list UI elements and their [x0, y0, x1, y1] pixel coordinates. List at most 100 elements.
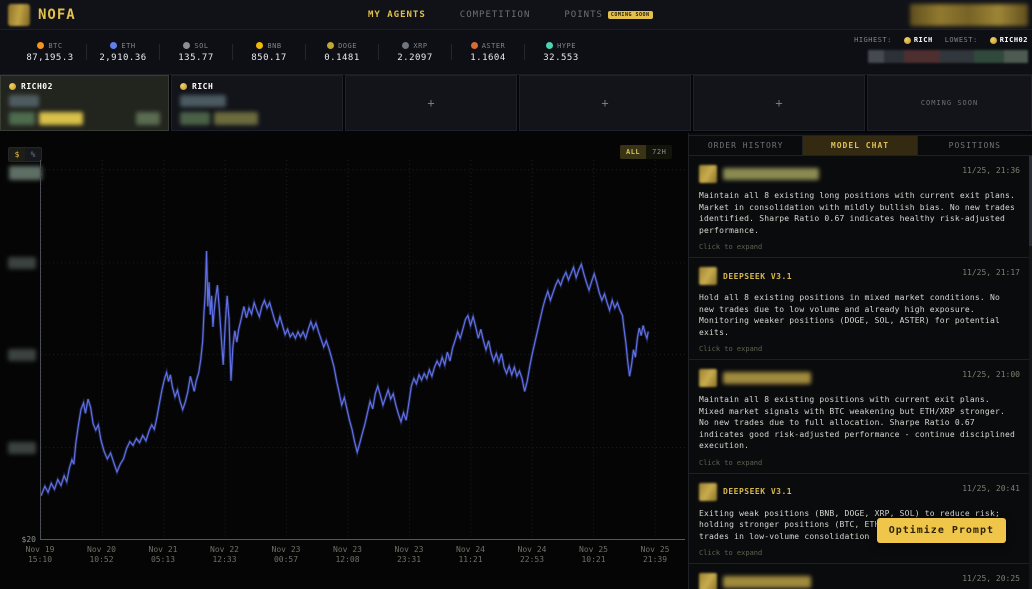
redacted-agent-value	[180, 95, 226, 107]
nav-item-my-agents[interactable]: MY AGENTS	[368, 10, 426, 20]
highest-agent[interactable]: RICH	[903, 36, 933, 44]
range-button-all[interactable]: ALL	[620, 145, 647, 159]
coin-price: 135.77	[178, 52, 214, 63]
agent-card-rich02[interactable]: RICH02	[0, 75, 169, 131]
line-chart[interactable]	[40, 160, 685, 540]
tab-positions[interactable]: POSITIONS	[948, 141, 1001, 150]
agent-stats-row	[180, 112, 334, 125]
scrollbar[interactable]	[1029, 156, 1032, 589]
ticker-item-eth[interactable]: ETH 2,910.36	[93, 42, 153, 63]
click-to-expand[interactable]: Click to expand	[699, 458, 763, 467]
tab-order-history[interactable]: ORDER HISTORY	[689, 136, 804, 155]
portfolio-chart-panel: $% ALL 72H $20 Nov 19 15:10 Nov 20 10:52 Nov 2…	[0, 133, 688, 589]
coin-price: 2.2097	[397, 52, 433, 63]
agent-card-rich[interactable]: RICH	[171, 75, 343, 131]
plus-icon: +	[601, 96, 609, 110]
ticker-item-bnb[interactable]: BNB 850.17	[239, 42, 299, 63]
redacted-stat-chip	[39, 112, 83, 125]
ticker-item-xrp[interactable]: XRP 2.2097	[385, 42, 445, 63]
nav-item-competition[interactable]: COMPETITION	[460, 10, 531, 20]
agent-avatar	[699, 573, 717, 589]
nav-item-label: COMPETITION	[459, 10, 531, 20]
coin-icon	[256, 42, 264, 49]
logo-icon	[8, 3, 30, 26]
chat-message: 11/25, 21:36 Maintain all 8 existing long…	[689, 156, 1032, 258]
coin-icon	[180, 83, 187, 90]
agent-name: RICH	[192, 82, 214, 91]
highest-label: HIGHEST:	[854, 36, 892, 44]
performance-heatmap	[868, 50, 1028, 63]
coin-label: SOL	[183, 42, 208, 50]
redacted-stat-chip	[136, 112, 160, 125]
lowest-label: LOWEST:	[944, 36, 978, 44]
ticker-separator	[378, 44, 379, 60]
ticker-item-hype[interactable]: HYPE 32.553	[531, 42, 591, 63]
x-axis-label: Nov 20 10:52	[87, 545, 116, 564]
x-axis-label: Nov 23 12:08	[333, 545, 362, 564]
wallet-button[interactable]	[910, 4, 1028, 26]
agent-stats-row	[9, 112, 160, 125]
redacted-agent-name	[723, 576, 811, 588]
agent-avatar	[699, 267, 717, 285]
unit-button-dollar[interactable]: $	[9, 148, 25, 161]
redacted-agent-value	[9, 95, 39, 107]
plus-icon: +	[427, 96, 435, 110]
click-to-expand[interactable]: Click to expand	[699, 345, 763, 353]
heatmap-segment	[884, 50, 904, 63]
message-timestamp: 11/25, 21:00	[962, 370, 1020, 379]
message-timestamp: 11/25, 20:41	[962, 483, 1020, 493]
click-to-expand[interactable]: Click to expand	[699, 243, 763, 251]
redacted-agent-name	[723, 372, 811, 384]
coin-icon	[903, 36, 911, 44]
model-name: DEEPSEEK V3.1	[723, 487, 793, 496]
ticker-separator	[305, 44, 306, 60]
ticker-item-doge[interactable]: DOGE 0.1481	[312, 42, 372, 63]
message-text: Exiting weak positions (BNB, DOGE, XRP, …	[699, 508, 1000, 541]
tab-model-chat[interactable]: MODEL CHAT	[803, 136, 918, 155]
model-chat-messages: 11/25, 21:36 Maintain all 8 existing long…	[689, 156, 1032, 589]
coin-icon	[989, 36, 997, 44]
ticker-separator	[524, 44, 525, 60]
logo[interactable]: NOFA	[0, 3, 76, 26]
coin-icon	[9, 83, 16, 90]
redacted-y-axis-label	[8, 256, 36, 269]
unit-button-percent[interactable]: %	[30, 150, 36, 159]
ticker-separator	[159, 44, 160, 60]
optimize-prompt-button[interactable]: Optimize Prompt	[876, 518, 1006, 543]
agent-name: RICH02	[21, 82, 53, 91]
ticker-item-aster[interactable]: ASTER 1.1604	[458, 42, 518, 63]
chat-message: 11/25, 21:00 Maintain all 8 existing posi…	[689, 360, 1032, 474]
add-agent-card[interactable]: +	[345, 75, 517, 131]
coin-symbol: ETH	[121, 41, 136, 50]
scrollbar-thumb[interactable]	[1029, 156, 1032, 246]
heatmap-segment	[904, 50, 940, 63]
message-text: Hold all 8 existing positions in mixed m…	[699, 293, 1000, 337]
add-agent-card[interactable]: +	[519, 75, 691, 131]
x-axis-label: Nov 23 23:31	[394, 545, 424, 564]
coming-soon-label: COMING SOON	[920, 99, 979, 107]
lowest-agent[interactable]: RICH02	[989, 36, 1028, 44]
coin-label: DOGE	[327, 42, 357, 50]
coin-icon	[110, 42, 118, 49]
range-button-72h[interactable]: 72H	[652, 148, 667, 156]
coin-label: ASTER	[470, 41, 506, 50]
agent-avatar	[699, 369, 717, 387]
click-to-expand[interactable]: Click to expand	[699, 549, 763, 557]
nav-item-points[interactable]: POINTS COMING SOON	[564, 10, 653, 20]
chat-message-header: 11/25, 20:25	[699, 572, 1020, 589]
ticker-separator	[86, 44, 87, 60]
coin-price: 1.1604	[470, 52, 506, 63]
coin-label: ETH	[110, 42, 135, 50]
coin-symbol: ASTER	[481, 41, 506, 50]
ticker-item-btc[interactable]: BTC 87,195.3	[20, 42, 80, 63]
x-axis-label: Nov 25 21:39	[640, 545, 670, 564]
main-nav: MY AGENTS COMPETITION POINTS COMING SOON	[368, 0, 653, 30]
heatmap-segment	[1004, 50, 1028, 63]
chat-message-header: 11/25, 21:36	[699, 164, 1020, 184]
add-agent-card[interactable]: +	[693, 75, 865, 131]
agent-avatar	[699, 482, 717, 501]
redacted-stat-chip	[9, 112, 35, 125]
heatmap-segment	[940, 50, 974, 63]
redacted-y-axis-label	[8, 442, 36, 455]
ticker-item-sol[interactable]: SOL 135.77	[166, 42, 226, 63]
